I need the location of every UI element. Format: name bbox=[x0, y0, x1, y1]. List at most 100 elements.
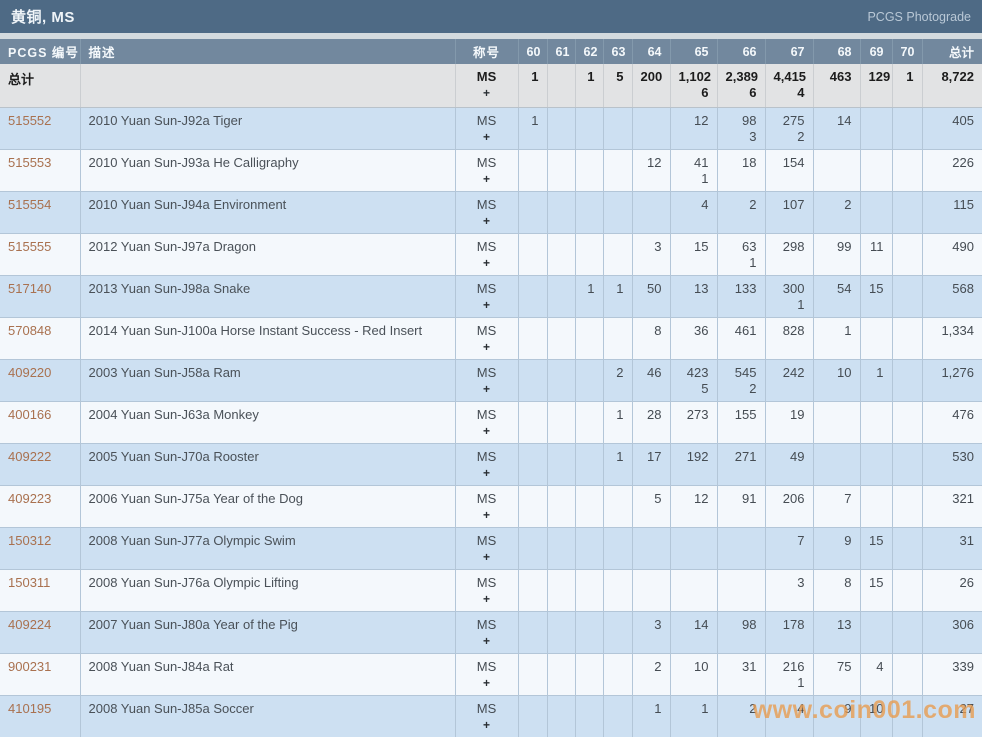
coin-description: 2007 Yuan Sun-J80a Year of the Pig bbox=[80, 611, 456, 654]
grade-cell-61 bbox=[547, 653, 576, 696]
column-header-g65: 65 bbox=[670, 39, 718, 64]
column-header-g63: 63 bbox=[603, 39, 633, 64]
grade-cell-62 bbox=[575, 233, 604, 276]
grade-cell-68: 9 bbox=[813, 527, 861, 570]
pcgs-number-link[interactable]: 515552 bbox=[0, 107, 81, 150]
grade-cell-65: 41 1 bbox=[670, 149, 718, 192]
coin-description: 2010 Yuan Sun-J93a He Calligraphy bbox=[80, 149, 456, 192]
grade-cell-68: 13 bbox=[813, 611, 861, 654]
grade-cell-63: 1 bbox=[603, 275, 633, 318]
designation-cell: MS + bbox=[455, 191, 519, 234]
grade-cell-66: 2 bbox=[717, 191, 766, 234]
pcgs-number-link[interactable]: 150312 bbox=[0, 527, 81, 570]
column-header-desc: 描述 bbox=[80, 39, 456, 64]
grade-cell-64: 46 bbox=[632, 359, 671, 402]
grade-cell-64: 17 bbox=[632, 443, 671, 486]
row-total-cell: 26 bbox=[922, 569, 982, 612]
grade-cell-70 bbox=[892, 149, 923, 192]
grade-cell-66: 98 3 bbox=[717, 107, 766, 150]
grade-cell-66: 2 bbox=[717, 695, 766, 737]
table-row: 515554 2010 Yuan Sun-J94a Environment MS + 4… bbox=[0, 191, 982, 234]
designation-cell: MS + bbox=[455, 569, 519, 612]
designation-cell: MS + bbox=[455, 443, 519, 486]
grade-cell-66: 461 bbox=[717, 317, 766, 360]
pcgs-number-link[interactable]: 410195 bbox=[0, 695, 81, 737]
table-row: 409224 2007 Yuan Sun-J80a Year of the Pig… bbox=[0, 611, 982, 654]
grade-cell-63 bbox=[603, 191, 633, 234]
grade-cell-64: 28 bbox=[632, 401, 671, 444]
column-header-g70: 70 bbox=[892, 39, 923, 64]
row-total-cell: 339 bbox=[922, 653, 982, 696]
grade-cell-66: 91 bbox=[717, 485, 766, 528]
pcgs-number-link[interactable]: 150311 bbox=[0, 569, 81, 612]
grade-cell-67: 107 bbox=[765, 191, 814, 234]
pcgs-number-link[interactable]: 409222 bbox=[0, 443, 81, 486]
row-total-cell: 31 bbox=[922, 527, 982, 570]
grade-cell-61 bbox=[547, 569, 576, 612]
pcgs-number-link[interactable]: 570848 bbox=[0, 317, 81, 360]
grade-cell-63: 1 bbox=[603, 401, 633, 444]
grade-cell-61 bbox=[547, 107, 576, 150]
pcgs-number-link[interactable]: 409220 bbox=[0, 359, 81, 402]
grade-cell-64: 3 bbox=[632, 611, 671, 654]
table-row: 400166 2004 Yuan Sun-J63a Monkey MS + 1 28 273… bbox=[0, 401, 982, 444]
pcgs-number-link[interactable]: 517140 bbox=[0, 275, 81, 318]
grade-cell-60 bbox=[518, 443, 548, 486]
pcgs-number-link[interactable]: 515555 bbox=[0, 233, 81, 276]
grade-cell-65: 14 bbox=[670, 611, 718, 654]
grade-cell-65 bbox=[670, 527, 718, 570]
column-header-total: 总计 bbox=[922, 39, 982, 64]
grade-cell-68: 2 bbox=[813, 191, 861, 234]
row-total-cell: 476 bbox=[922, 401, 982, 444]
pcgs-number-link[interactable]: 400166 bbox=[0, 401, 81, 444]
pcgs-number-link[interactable]: 515554 bbox=[0, 191, 81, 234]
grade-cell-64: 50 bbox=[632, 275, 671, 318]
grade-cell-63 bbox=[603, 149, 633, 192]
grade-cell-61 bbox=[547, 317, 576, 360]
grade-cell-69: 1 bbox=[860, 359, 893, 402]
grade-cell-63: 1 bbox=[603, 443, 633, 486]
total-row-label: 总计 bbox=[0, 64, 81, 108]
table-row: 900231 2008 Yuan Sun-J84a Rat MS + 2 10 31 216 1… bbox=[0, 653, 982, 696]
grade-cell-70 bbox=[892, 653, 923, 696]
grade-cell-61 bbox=[547, 527, 576, 570]
grade-cell-68: 9 bbox=[813, 695, 861, 737]
grade-cell-60 bbox=[518, 569, 548, 612]
grade-cell-65 bbox=[670, 569, 718, 612]
grade-cell-60 bbox=[518, 149, 548, 192]
grade-cell-60 bbox=[518, 275, 548, 318]
pcgs-number-link[interactable]: 409224 bbox=[0, 611, 81, 654]
grade-cell-68: 99 bbox=[813, 233, 861, 276]
grade-cell-70 bbox=[892, 317, 923, 360]
grade-cell-63 bbox=[603, 107, 633, 150]
grade-cell-61 bbox=[547, 485, 576, 528]
designation-cell: MS + bbox=[455, 317, 519, 360]
grade-cell-64: 2 bbox=[632, 653, 671, 696]
grade-cell-69: 4 bbox=[860, 653, 893, 696]
grade-cell-62 bbox=[575, 695, 604, 737]
coin-description: 2010 Yuan Sun-J94a Environment bbox=[80, 191, 456, 234]
coin-description: 2008 Yuan Sun-J77a Olympic Swim bbox=[80, 527, 456, 570]
grade-cell-63 bbox=[603, 611, 633, 654]
grade-cell-68: 75 bbox=[813, 653, 861, 696]
grade-cell-70 bbox=[892, 569, 923, 612]
grade-cell-68 bbox=[813, 443, 861, 486]
row-total-cell: 405 bbox=[922, 107, 982, 150]
designation-cell: MS + bbox=[455, 527, 519, 570]
grade-cell-63: 5 bbox=[603, 64, 633, 108]
grade-cell-61 bbox=[547, 443, 576, 486]
grade-cell-64: 8 bbox=[632, 317, 671, 360]
grade-cell-63 bbox=[603, 695, 633, 737]
grade-cell-67: 154 bbox=[765, 149, 814, 192]
grade-cell-65: 273 bbox=[670, 401, 718, 444]
grade-cell-67: 4 bbox=[765, 695, 814, 737]
grade-cell-66: 31 bbox=[717, 653, 766, 696]
pcgs-number-link[interactable]: 409223 bbox=[0, 485, 81, 528]
photograde-link[interactable]: PCGS Photograde bbox=[867, 9, 971, 24]
pcgs-number-link[interactable]: 515553 bbox=[0, 149, 81, 192]
grade-cell-63 bbox=[603, 233, 633, 276]
grade-cell-61 bbox=[547, 275, 576, 318]
coin-description: 2013 Yuan Sun-J98a Snake bbox=[80, 275, 456, 318]
pcgs-number-link[interactable]: 900231 bbox=[0, 653, 81, 696]
grade-cell-62 bbox=[575, 569, 604, 612]
